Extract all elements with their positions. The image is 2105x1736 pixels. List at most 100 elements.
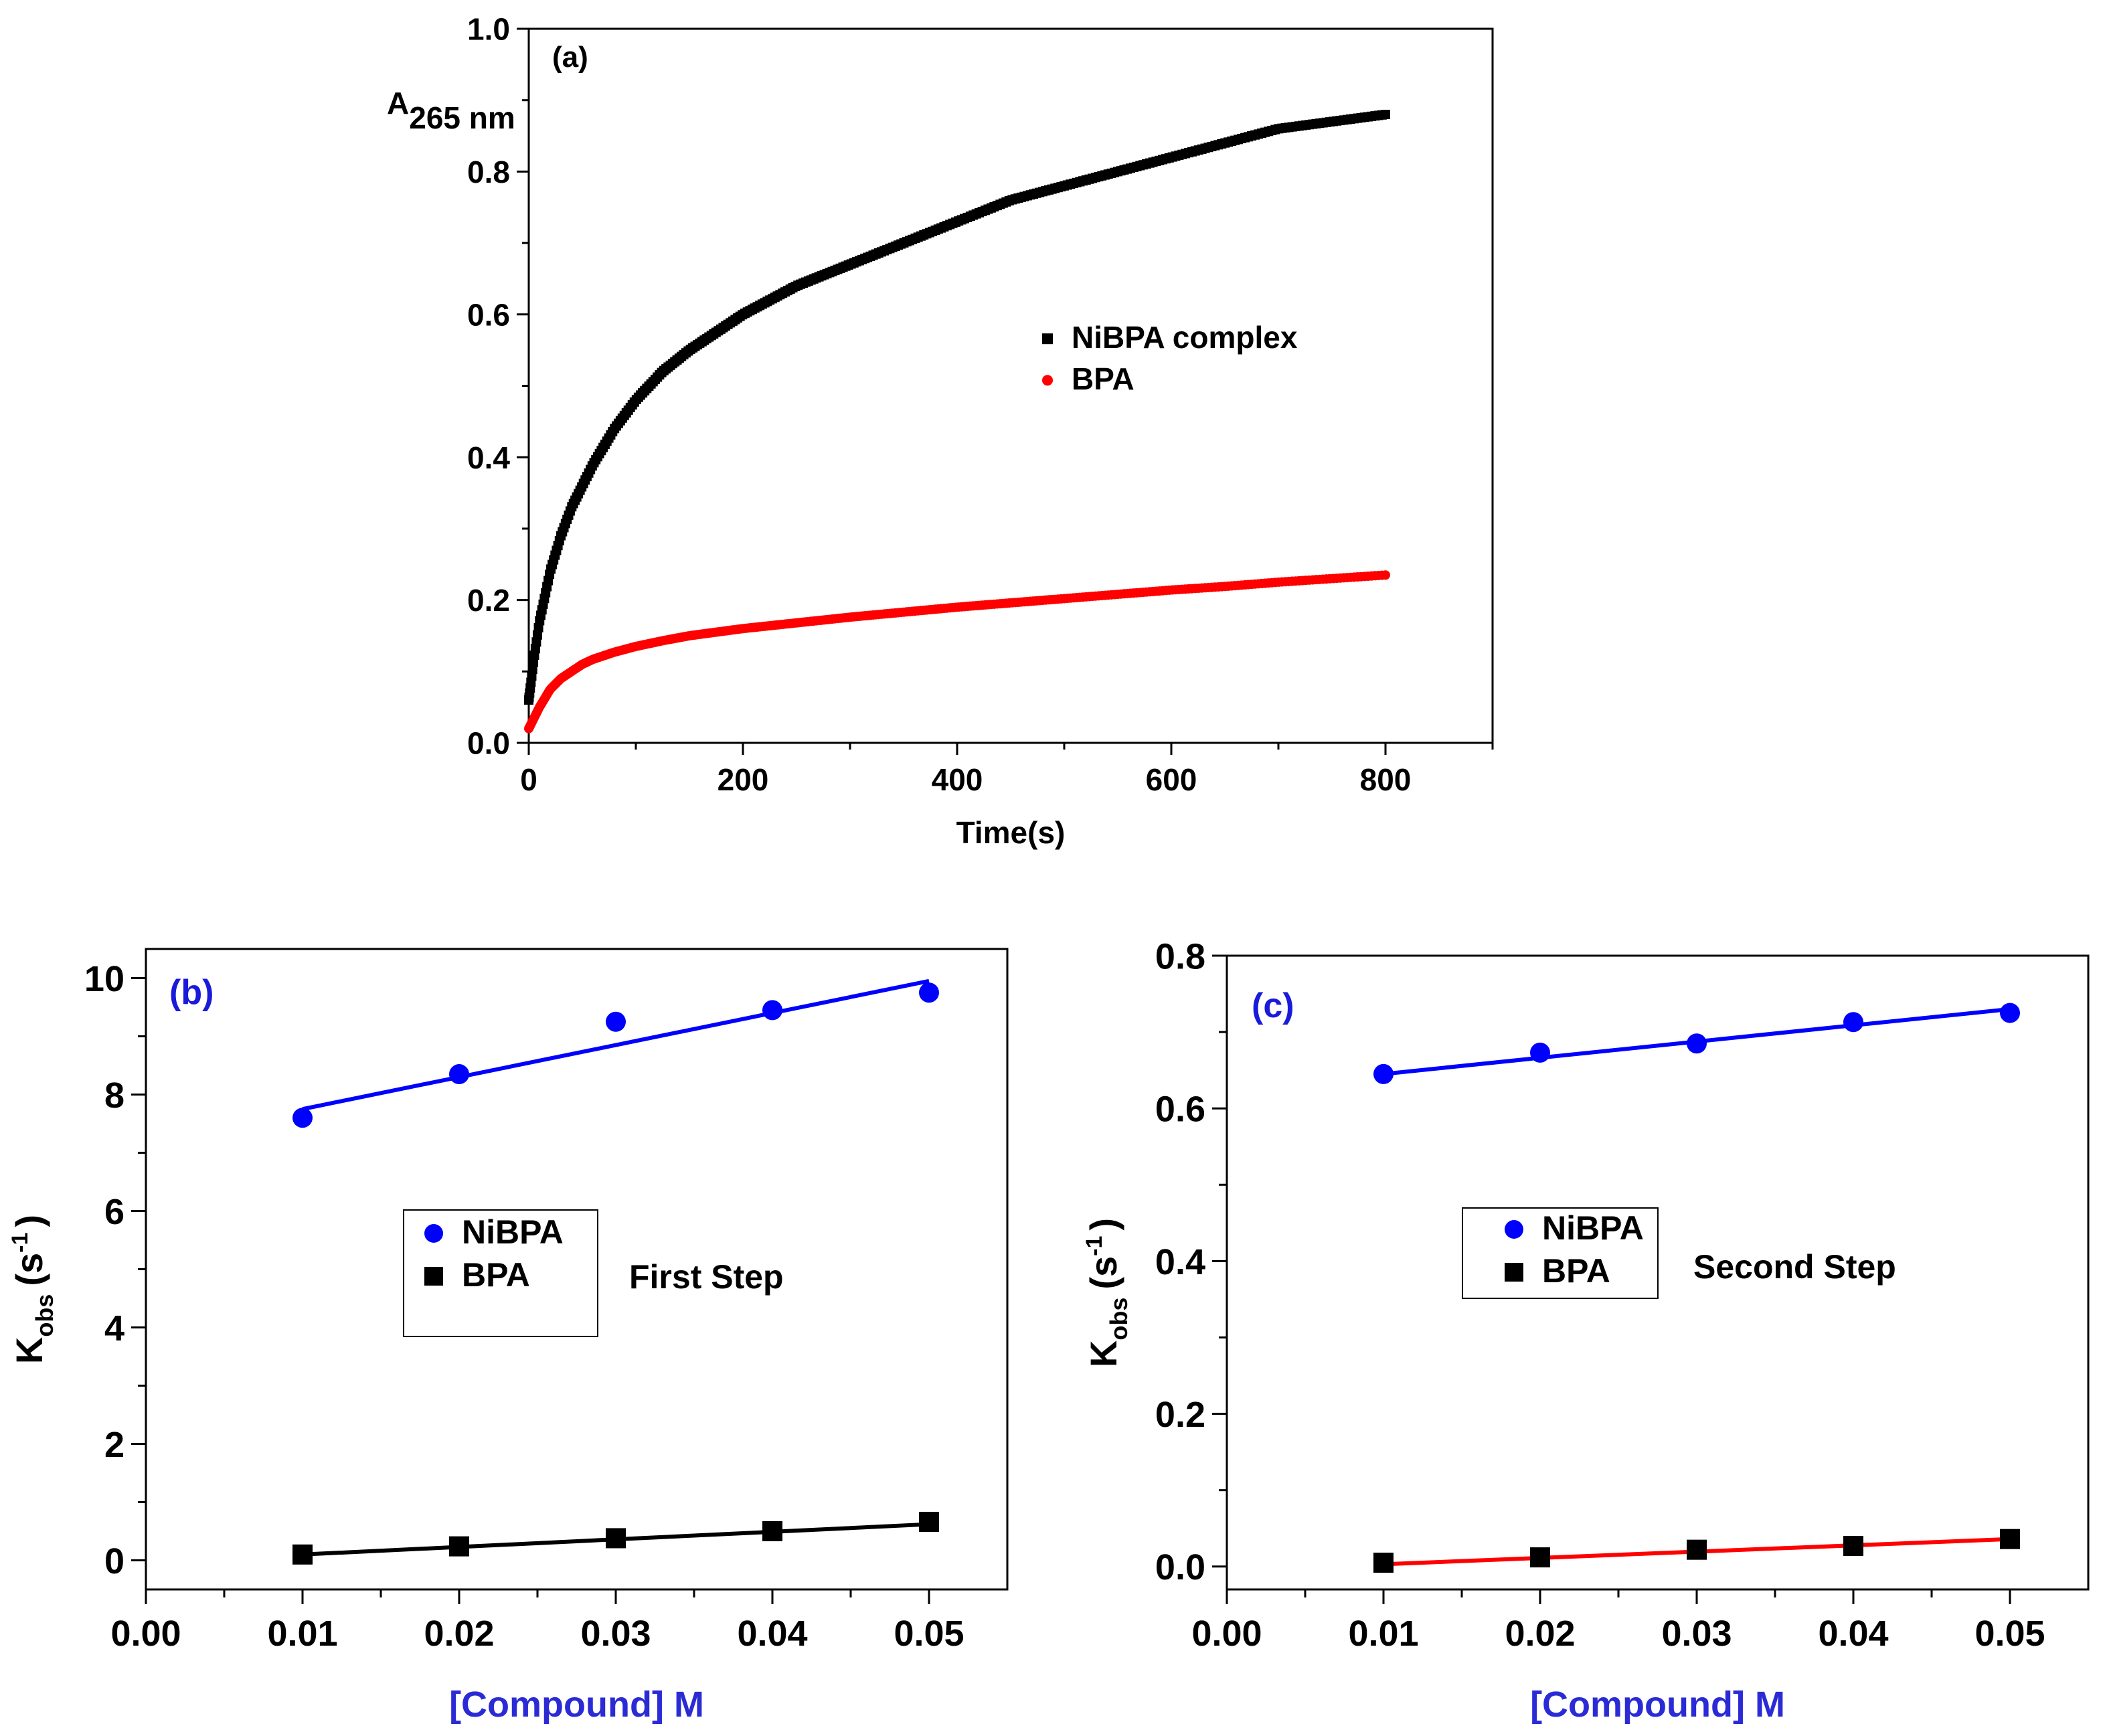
legend-marker (1042, 333, 1053, 345)
data-point (292, 1108, 313, 1128)
y-axis-label-unit: (s (1082, 1256, 1124, 1290)
series-bpa (1373, 1529, 2020, 1573)
legend-label: NiBPA (1542, 1209, 1644, 1247)
legend: NiBPA complex BPA (1042, 320, 1298, 396)
data-point (606, 1011, 626, 1032)
x-tick-label: 0.02 (1505, 1614, 1575, 1654)
data-point (532, 630, 542, 640)
legend-box (403, 1209, 598, 1337)
y-axis-label-sup: -1 (1082, 1236, 1107, 1256)
y-axis-label-sub: obs (31, 1294, 58, 1337)
plot-frame (1226, 954, 2090, 1591)
panel-label: (c) (1252, 986, 1294, 1025)
chart-panel-a: 0 200 400 600 800 0.0 0.2 0.4 0.6 0.8 1.0 (a) Time(s… (387, 12, 1494, 850)
y-axis-label-main: A (387, 86, 409, 120)
panel-label: (b) (169, 973, 214, 1012)
fit-line (302, 978, 930, 1112)
y-tick-label: 8 (104, 1075, 124, 1116)
data-point (606, 1528, 626, 1549)
x-tick-label: 0.00 (1191, 1614, 1262, 1654)
data-point (292, 1544, 313, 1565)
y-axis-label-close: ) (8, 1215, 50, 1227)
legend-label: NiBPA complex (1072, 320, 1298, 355)
series-nibpa-complex (524, 110, 1390, 705)
y-tick-label: 0.6 (467, 297, 510, 332)
legend-marker (424, 1224, 443, 1243)
data-point (1373, 1063, 1394, 1084)
data-point (1843, 1535, 1863, 1556)
x-tick-label: 0.03 (580, 1614, 651, 1654)
series-bpa (292, 1512, 939, 1565)
y-tick-label: 0.8 (467, 155, 510, 189)
x-tick-label: 0.04 (737, 1614, 807, 1654)
y-tick-label: 0 (104, 1541, 124, 1581)
annotation-label: Second Step (1693, 1248, 1896, 1286)
data-point (449, 1064, 469, 1085)
x-tick-label: 0.01 (1348, 1614, 1418, 1654)
data-point (533, 623, 543, 633)
legend-box (1462, 1207, 1659, 1299)
y-tick-label: 0.2 (467, 583, 510, 618)
y-tick-label: 4 (104, 1308, 124, 1349)
data-point (1373, 1553, 1394, 1573)
x-tick-label: 0.04 (1818, 1614, 1888, 1654)
x-tick-label: 0.05 (894, 1614, 964, 1654)
x-tick-label: 0.02 (424, 1614, 494, 1654)
data-point (527, 665, 537, 675)
series-nibpa (1373, 1003, 2020, 1084)
y-tick-label: 0.4 (1155, 1242, 1205, 1282)
legend-label: BPA (462, 1256, 530, 1294)
legend-label: BPA (1542, 1252, 1610, 1290)
y-axis-label: Kobs (s-1) (1082, 1218, 1132, 1367)
data-point (1381, 110, 1390, 120)
legend-marker (1042, 375, 1053, 386)
y-axis-label: Kobs (s-1) (7, 1215, 58, 1364)
series-bpa (524, 570, 1390, 733)
data-point (2000, 1529, 2020, 1549)
data-point (1381, 570, 1390, 580)
legend-marker (1505, 1220, 1523, 1239)
y-axis-label-close: ) (1082, 1218, 1124, 1231)
data-point (2000, 1003, 2020, 1023)
x-tick-label: 800 (1360, 762, 1412, 797)
x-tick-label: 0 (520, 762, 537, 797)
x-tick-label: 0.03 (1661, 1614, 1732, 1654)
y-tick-label: 1.0 (467, 12, 510, 47)
annotation-label: First Step (629, 1258, 784, 1296)
data-point (529, 657, 539, 667)
y-axis-label-main: K (1082, 1340, 1124, 1367)
legend-marker (1505, 1263, 1523, 1282)
y-tick-label: 0.0 (1155, 1547, 1205, 1587)
y-tick-label: 0.2 (1155, 1395, 1205, 1435)
x-tick-label: 0.00 (110, 1614, 181, 1654)
data-point (1843, 1012, 1863, 1033)
data-point (449, 1536, 469, 1557)
data-point (762, 1000, 782, 1021)
data-point (1687, 1033, 1707, 1054)
legend: NiBPA BPA (403, 1209, 598, 1337)
y-axis-label-sub: 265 nm (409, 100, 515, 135)
y-axis-label-sup: -1 (7, 1233, 33, 1253)
x-tick-label: 0.01 (267, 1614, 337, 1654)
x-axis-label: Time(s) (956, 815, 1066, 850)
x-tick-label: 0.05 (1974, 1614, 2045, 1654)
y-tick-label: 10 (84, 959, 124, 999)
chart-panel-b: 0.00 0.01 0.02 0.03 0.04 0.05 0 2 4 6 8 10 (b) [Compo… (7, 948, 1009, 1725)
x-axis-label: [Compound] M (1530, 1684, 1785, 1725)
y-tick-label: 0.6 (1155, 1090, 1205, 1130)
y-axis-label-sub: obs (1105, 1298, 1132, 1340)
data-point (1687, 1539, 1707, 1560)
data-point (919, 982, 939, 1003)
legend: NiBPA BPA (1462, 1207, 1659, 1299)
x-axis-label: [Compound] M (449, 1684, 704, 1725)
y-tick-label: 0.4 (467, 440, 510, 475)
y-tick-label: 0.8 (1155, 936, 1205, 976)
x-tick-label: 200 (718, 762, 769, 797)
x-tick-label: 400 (932, 762, 983, 797)
legend-label: BPA (1072, 361, 1134, 396)
y-axis-label: A265 nm (387, 86, 515, 135)
series-nibpa (292, 978, 939, 1128)
legend-marker (424, 1267, 443, 1286)
y-axis-label-main: K (8, 1337, 50, 1364)
